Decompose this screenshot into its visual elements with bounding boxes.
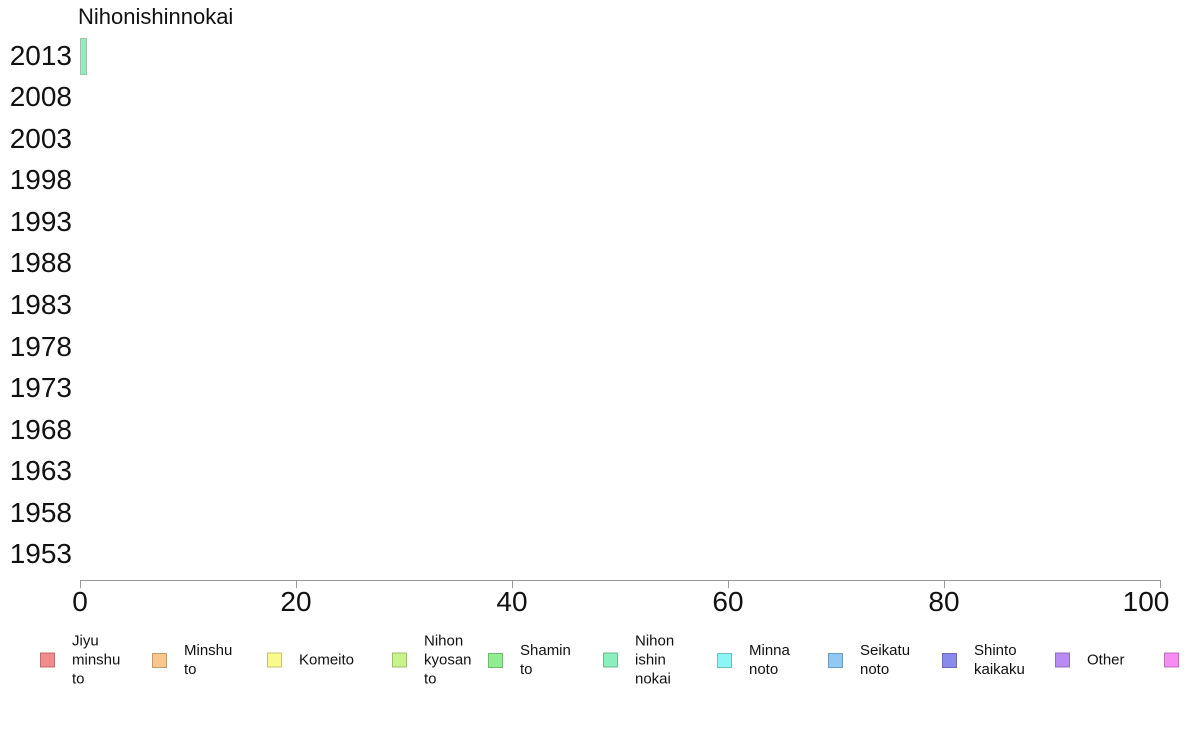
legend-label: Komeito (299, 651, 355, 669)
year-label: 1958 (9, 496, 72, 528)
year-label: 1963 (9, 455, 72, 487)
legend-swatch-icon (152, 652, 167, 668)
year-label: 1983 (9, 289, 72, 320)
x-axis-tick-label: 20 (280, 586, 312, 617)
legend-label: Nihon kyosan to (424, 632, 472, 688)
year-label: 1993 (9, 205, 72, 237)
legend-swatch-icon (1164, 652, 1179, 668)
legend-label: Shamin to (520, 642, 571, 678)
legend-label: Minna noto (749, 642, 790, 678)
legend-swatch-icon (392, 652, 407, 668)
legend-item: Shamin to (488, 641, 571, 679)
legend-item: Komeito (267, 651, 354, 670)
legend-label: Other (1087, 651, 1125, 669)
legend-label: Minshu to (184, 642, 233, 678)
legend-item (1164, 652, 1188, 668)
year-label: 2008 (9, 81, 72, 113)
legend-swatch-icon (942, 652, 957, 668)
legend-swatch-icon (1055, 652, 1070, 668)
year-label: 1978 (9, 330, 72, 362)
legend-label: Seikatu noto (860, 642, 911, 678)
x-axis-tick-label: 0 (72, 586, 88, 617)
x-axis-tick-label: 60 (712, 586, 744, 617)
year-label: 1998 (9, 164, 72, 196)
x-axis-line (80, 580, 1161, 581)
legend-item: Seikatu noto (828, 641, 910, 679)
legend-label: Shinto kaikaku (974, 642, 1025, 678)
x-axis-tick (1160, 580, 1161, 588)
legend-item: Jiyu minshu to (40, 632, 120, 689)
legend-swatch-icon (488, 652, 503, 668)
year-label: 2013 (9, 39, 72, 71)
legend-swatch-icon (40, 652, 55, 668)
legend-label: Jiyu minshu to (72, 632, 121, 688)
legend-swatch-icon (828, 652, 843, 668)
year-label: 1953 (9, 538, 72, 570)
legend-item: Nihon kyosan to (392, 632, 472, 689)
legend-item: Other (1055, 651, 1125, 670)
legend-swatch-icon (603, 652, 618, 668)
bar-2013 (80, 38, 88, 76)
legend-item: Nihon ishin nokai (603, 632, 674, 689)
legend-swatch-icon (267, 652, 282, 668)
x-axis-tick-label: 80 (928, 586, 960, 617)
legend-swatch-icon (717, 652, 732, 668)
x-axis-tick (728, 580, 729, 588)
year-label: 1968 (9, 413, 72, 445)
x-axis-tick-label: 100 (1122, 586, 1170, 617)
x-axis-tick (512, 580, 513, 588)
year-label: 1973 (9, 372, 72, 404)
legend-item: Minna noto (717, 641, 790, 679)
chart-title: Nihonishinnokai (78, 4, 234, 29)
legend-item: Minshu to (152, 641, 232, 679)
x-axis-tick (296, 580, 297, 588)
year-label: 1988 (9, 247, 72, 279)
x-axis-tick (944, 580, 945, 588)
x-axis-tick (80, 580, 81, 588)
legend-item: Shinto kaikaku (942, 641, 1025, 679)
x-axis-tick-label: 40 (496, 586, 528, 617)
legend-label: Nihon ishin nokai (635, 632, 675, 688)
year-label: 2003 (9, 122, 72, 154)
